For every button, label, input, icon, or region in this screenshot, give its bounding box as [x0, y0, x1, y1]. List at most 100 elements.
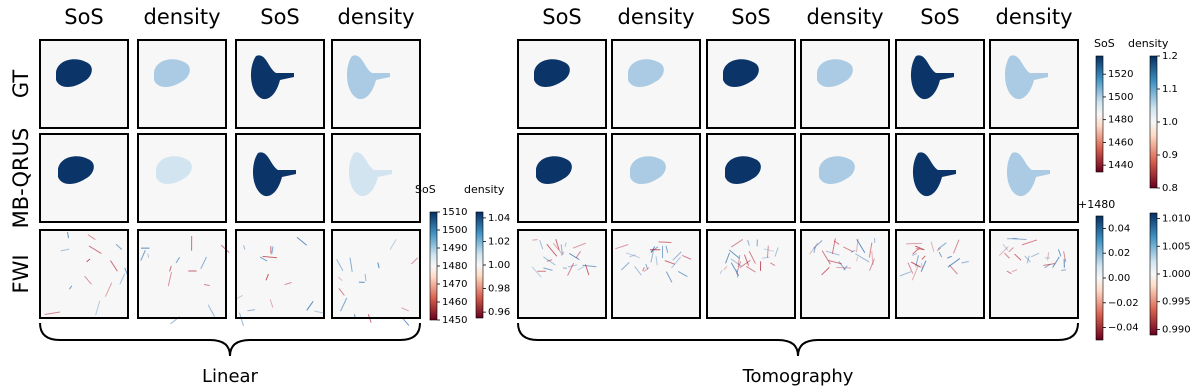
inclusion	[630, 156, 666, 184]
artifact	[147, 253, 150, 258]
artifact	[833, 240, 840, 245]
artifact	[665, 245, 669, 254]
panel-border	[137, 133, 227, 223]
tick-label: 1480	[442, 261, 467, 272]
artifact	[672, 251, 682, 261]
artifact	[763, 248, 775, 252]
image-panel	[517, 133, 607, 223]
column-header: SoS	[64, 5, 104, 29]
image-panel	[137, 229, 230, 325]
artifact	[719, 269, 723, 274]
tick-label: −0.02	[1108, 298, 1139, 309]
artifact	[855, 238, 859, 253]
panel-background	[236, 40, 324, 128]
artifact	[546, 259, 553, 262]
panel-border	[800, 229, 890, 319]
image-panel	[235, 133, 325, 223]
artifact	[389, 239, 397, 250]
artifact	[296, 236, 308, 246]
artifact	[1024, 255, 1031, 263]
panel-background	[40, 230, 128, 318]
artifact	[938, 251, 943, 258]
artifact	[1057, 249, 1062, 257]
inclusion	[723, 59, 759, 87]
panel-border	[895, 39, 985, 129]
panel-border	[800, 133, 890, 223]
artifact	[821, 250, 831, 265]
panel-border	[39, 133, 129, 223]
tick-label: 1500	[1108, 92, 1133, 103]
artifact	[411, 257, 419, 265]
tick-label: 1.1	[1162, 84, 1178, 95]
colorbar	[475, 211, 484, 319]
colorbar-title: SoS	[415, 183, 436, 196]
image-panel	[331, 39, 421, 129]
artifact	[899, 271, 912, 277]
artifact	[813, 246, 816, 253]
artifact	[336, 259, 344, 272]
panel-background	[612, 230, 700, 318]
inclusion	[56, 59, 92, 87]
image-panel	[39, 229, 129, 319]
artifact	[1031, 252, 1040, 258]
tick-label: 1.0	[1162, 117, 1178, 128]
artifact	[140, 250, 146, 261]
tick-label: 0.9	[1162, 150, 1178, 161]
column-header: SoS	[542, 5, 582, 29]
artifact	[577, 265, 585, 271]
artifact	[1026, 255, 1030, 264]
panel-border	[235, 133, 325, 223]
panel-background	[896, 40, 984, 128]
artifact	[998, 246, 1009, 256]
artifact	[207, 304, 216, 317]
artifact	[743, 254, 750, 266]
inclusion	[154, 59, 190, 87]
image-panel	[895, 133, 985, 223]
tick-label: 1450	[442, 315, 467, 326]
inclusion	[58, 156, 94, 184]
artifact	[961, 261, 969, 264]
artifact	[169, 265, 172, 272]
image-panel	[517, 39, 607, 129]
artifact	[115, 243, 123, 250]
artifact	[856, 239, 866, 254]
colorbar	[1095, 215, 1104, 341]
artifact	[582, 264, 597, 268]
artifact	[809, 242, 819, 255]
artifact	[748, 251, 756, 264]
artifact	[562, 267, 567, 269]
artifact	[947, 258, 961, 268]
panel-background	[896, 230, 984, 318]
image-panel	[39, 39, 129, 129]
panel-border	[517, 39, 607, 129]
artifact	[936, 247, 941, 252]
panel-background	[332, 40, 420, 128]
artifact	[643, 267, 650, 272]
artifact	[868, 242, 873, 258]
artifact	[546, 243, 558, 257]
image-panel	[895, 39, 985, 129]
panel-border	[611, 39, 701, 129]
image-panel	[137, 133, 227, 223]
artifact	[284, 282, 292, 286]
artifact	[86, 258, 91, 263]
artifact	[340, 297, 348, 312]
tick-label: 0.04	[1108, 223, 1130, 234]
tick-label: 1.005	[1162, 241, 1191, 252]
artifact	[1063, 251, 1067, 262]
image-panel	[800, 229, 890, 319]
image-panel	[895, 229, 985, 319]
artifact	[531, 266, 542, 278]
artifact	[836, 266, 852, 269]
artifact	[813, 240, 823, 249]
artifact	[88, 245, 102, 254]
artifact	[67, 232, 69, 239]
inclusion	[346, 55, 390, 100]
artifact	[262, 255, 278, 259]
artifact	[911, 253, 918, 257]
image-panel	[331, 133, 421, 223]
artifact	[575, 251, 581, 259]
tick-label: 1.2	[1162, 51, 1178, 62]
artifact	[243, 245, 246, 250]
brace	[39, 322, 421, 357]
